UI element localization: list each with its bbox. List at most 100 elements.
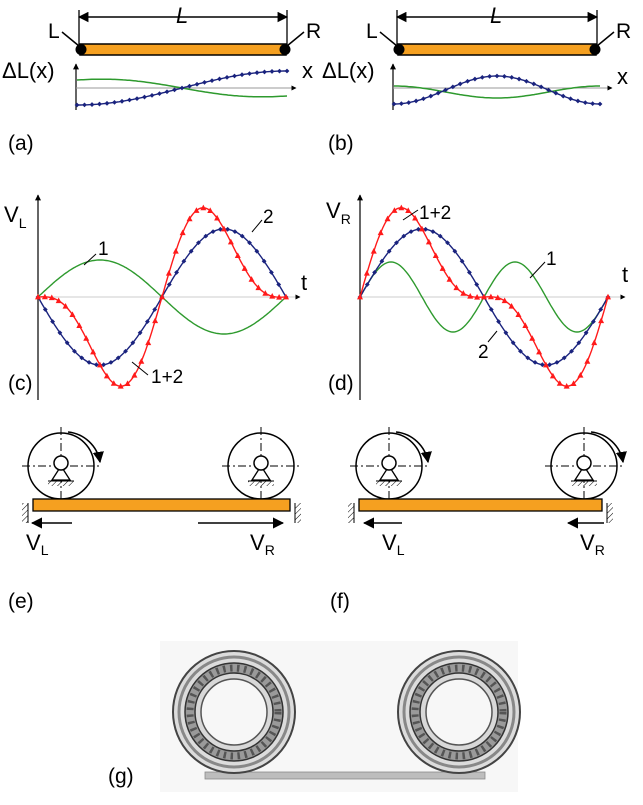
velocity-c-2-marker bbox=[254, 248, 260, 254]
velocity-d-12-marker bbox=[419, 225, 425, 232]
velocity-c-2-marker bbox=[188, 248, 194, 254]
deformation-b-blue-marker bbox=[406, 100, 412, 106]
deformation-b-blue-marker bbox=[494, 73, 500, 79]
roller-left-f bbox=[350, 427, 432, 504]
deformation-b-blue-marker bbox=[398, 101, 404, 107]
deformation-a-blue-marker bbox=[277, 68, 282, 74]
rod-length-label: L bbox=[176, 3, 188, 28]
velocity-c-12-marker bbox=[200, 204, 207, 211]
velocity-d-12-marker bbox=[357, 293, 363, 300]
velocity-d-12-marker bbox=[570, 380, 577, 386]
deformation-b-blue-marker bbox=[457, 81, 463, 87]
curve-label-1-d: 1 bbox=[546, 249, 557, 270]
velocity-d-12-marker bbox=[432, 252, 439, 258]
velocity-d-12-marker bbox=[556, 380, 563, 386]
velocity-c-12-marker bbox=[55, 297, 62, 304]
velocity-c-12-marker bbox=[214, 214, 221, 221]
panel-label-e: (e) bbox=[8, 590, 34, 613]
velocity-d-12-marker bbox=[363, 270, 370, 276]
velocity-d-12-marker bbox=[522, 322, 529, 328]
velocity-d-12-marker bbox=[605, 293, 611, 300]
deformation-a-blue-marker bbox=[194, 81, 200, 87]
time-label-c: t bbox=[301, 270, 307, 295]
velocity-curve-12-c bbox=[35, 204, 289, 389]
velocity-d-12-marker bbox=[377, 229, 384, 236]
velocity-c-12-marker bbox=[165, 270, 172, 276]
velocity-d-12-marker bbox=[494, 294, 501, 301]
velocity-c-2-marker bbox=[181, 258, 187, 264]
panel-d: VR t 1+2 1 2 (d) bbox=[326, 194, 628, 400]
velocity-c-12-marker bbox=[255, 284, 262, 291]
velocity-d-12-marker bbox=[405, 207, 412, 214]
velocity-c-12-marker bbox=[124, 380, 131, 386]
velocity-c-2-marker bbox=[79, 355, 85, 361]
velocity-d-2-marker bbox=[408, 229, 414, 234]
velocity-c-12-marker bbox=[248, 276, 255, 282]
velocity-d-12-marker bbox=[549, 372, 556, 379]
rod-b: L L R bbox=[366, 3, 631, 56]
velocity-c-12-marker bbox=[283, 293, 289, 300]
deformation-b-blue-marker bbox=[575, 98, 581, 104]
deformation-curve-b-blue bbox=[391, 73, 603, 107]
deformation-b-blue-marker bbox=[538, 84, 544, 90]
velocity-curve-12-d bbox=[357, 204, 611, 389]
velocity-c-2-marker bbox=[145, 319, 150, 324]
velocity-d-12-marker bbox=[446, 276, 453, 282]
velocity-d-2-marker bbox=[554, 360, 560, 365]
velocity-d-12-marker bbox=[515, 311, 522, 318]
deformation-b-blue-marker bbox=[465, 78, 470, 84]
velocity-d-2-marker bbox=[576, 340, 582, 346]
velocity-d-12-marker bbox=[474, 293, 481, 300]
deformation-b-blue-marker bbox=[472, 76, 478, 82]
deformation-b-blue-marker bbox=[597, 101, 603, 107]
velocity-d-2-marker bbox=[364, 282, 370, 287]
panel-f: VL VR (f) bbox=[330, 427, 627, 613]
velocity-c-2-marker bbox=[276, 282, 282, 287]
panel-g-photo bbox=[160, 641, 521, 792]
photo-tape bbox=[204, 771, 486, 780]
rod-right-end-label-b: R bbox=[616, 20, 631, 43]
deformation-b-blue-marker bbox=[450, 84, 456, 90]
deformation-a-blue-marker bbox=[172, 87, 177, 93]
velocity-d-12-marker bbox=[412, 214, 419, 221]
rod-f bbox=[358, 498, 603, 512]
velocity-d-2-marker bbox=[561, 355, 567, 361]
panel-label-a: (a) bbox=[8, 132, 34, 155]
velocity-d-2-marker bbox=[569, 348, 574, 354]
curve-label-12-c: 1+2 bbox=[151, 367, 183, 388]
roller-left-e bbox=[22, 427, 104, 504]
velocity-c-2-marker bbox=[101, 362, 107, 368]
deformation-b-blue-marker bbox=[509, 74, 515, 80]
velocity-c-2-marker bbox=[225, 226, 231, 232]
velocity-d-2-marker bbox=[518, 348, 523, 354]
deformation-a-blue-marker bbox=[104, 100, 110, 106]
rod-left-end-label: L bbox=[48, 20, 60, 43]
deformation-a-blue-marker bbox=[134, 96, 140, 101]
deformation-a-blue-marker bbox=[164, 89, 170, 95]
deformation-b-blue-marker bbox=[524, 78, 529, 84]
curve-label-2-c: 2 bbox=[263, 207, 274, 228]
velocity-c-12-marker bbox=[131, 371, 138, 378]
velocity-d-2-marker bbox=[547, 362, 553, 368]
velocity-ylabel-left: VL bbox=[4, 202, 27, 231]
velocity-c-12-marker bbox=[97, 361, 103, 368]
velocity-d-12-marker bbox=[453, 284, 460, 291]
deformation-ylabel: ΔL(x) bbox=[2, 58, 55, 83]
panel-label-c: (c) bbox=[8, 372, 33, 395]
deformation-b-blue-marker bbox=[531, 81, 537, 87]
roller-vr-label-e: VR bbox=[250, 530, 275, 558]
velocity-c-2-marker bbox=[203, 233, 209, 239]
velocity-d-12-marker bbox=[460, 290, 467, 296]
velocity-c-12-marker bbox=[159, 293, 165, 300]
deformation-b-blue-marker bbox=[590, 101, 596, 107]
curve-label-1-c: 1 bbox=[98, 239, 109, 260]
panel-e: VL VR (e) bbox=[8, 427, 301, 613]
deformation-a-blue-marker bbox=[149, 92, 155, 98]
deformation-a-blue-marker bbox=[254, 70, 260, 76]
photo-bearing-right bbox=[397, 650, 521, 774]
velocity-d-12-marker bbox=[563, 383, 570, 389]
velocity-c-12-marker bbox=[207, 207, 214, 214]
velocity-c-2-marker bbox=[50, 319, 55, 324]
velocity-c-2-marker bbox=[174, 270, 179, 275]
